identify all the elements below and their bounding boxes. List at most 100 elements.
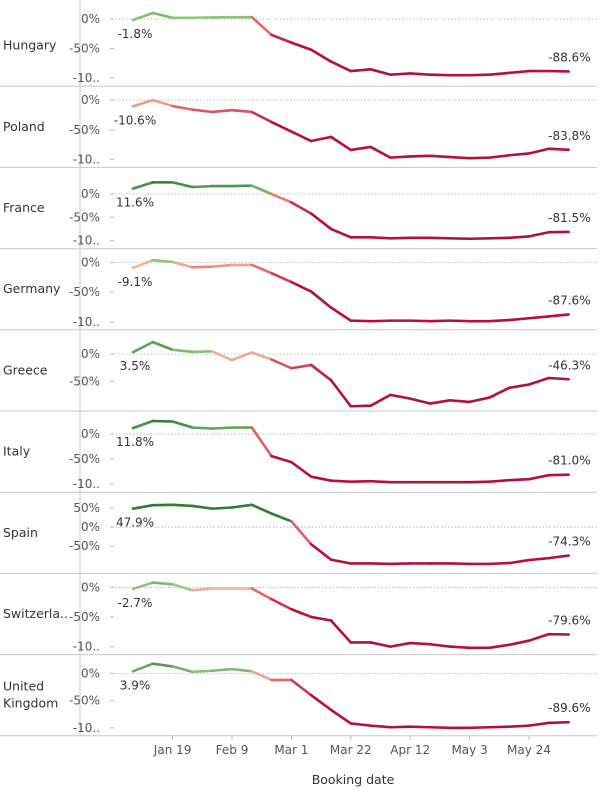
series-segment <box>270 512 293 523</box>
series-segment <box>527 376 551 386</box>
end-value-label: -83.8% <box>548 129 590 143</box>
series-segment <box>270 271 293 284</box>
series-segment <box>270 597 293 611</box>
series-segment <box>488 725 511 729</box>
start-value-label: 3.5% <box>120 359 151 373</box>
series-segment <box>250 263 273 275</box>
series-segment <box>488 386 511 399</box>
row-switzerland: Switzerla.. 0% -50% -10.. -2.7% -79.6% <box>0 580 597 656</box>
series-segment <box>507 558 531 565</box>
series-segment <box>448 155 471 160</box>
y-tick-label: 0% <box>81 580 100 594</box>
y-tick-label: 0% <box>81 187 100 201</box>
series-segment <box>191 265 214 269</box>
series-segment <box>527 721 551 727</box>
series-segment <box>151 258 174 264</box>
row-germany: Germany 0% -50% -10.. -9.1% -87.6% <box>0 256 597 331</box>
series-segment <box>230 503 254 509</box>
series-segment <box>329 135 353 152</box>
series-segment <box>329 558 353 565</box>
row-label: Greece <box>3 362 48 377</box>
series-segment <box>191 669 214 674</box>
series-segment <box>191 587 214 592</box>
series-segment <box>369 236 392 240</box>
series-segment <box>428 398 452 405</box>
y-tick-label: -50% <box>69 539 100 553</box>
series-segment <box>488 71 511 76</box>
y-tick-label: 50% <box>73 501 100 515</box>
series-segment <box>488 153 511 159</box>
series-segment <box>250 503 273 515</box>
series-segment <box>250 184 273 196</box>
start-value-label: -10.6% <box>114 113 156 127</box>
series-segment <box>151 419 174 423</box>
series-segment <box>191 504 214 510</box>
series-segment <box>547 473 570 477</box>
series-segment <box>270 358 293 370</box>
series-segment <box>428 73 452 77</box>
x-tick-label: May 24 <box>507 743 551 757</box>
series-segment <box>329 708 353 725</box>
start-value-label: -9.1% <box>118 275 153 289</box>
end-value-label: -74.3% <box>548 535 590 549</box>
series-segment <box>230 351 254 362</box>
series-segment <box>448 319 471 323</box>
series-segment <box>230 667 254 673</box>
series-segment <box>408 397 432 405</box>
series-segment <box>527 556 551 562</box>
series-segment <box>151 98 174 108</box>
series-segment <box>527 632 551 642</box>
series-segment <box>507 316 531 322</box>
series-segment <box>329 619 353 644</box>
series-segment <box>369 393 392 408</box>
series-segment <box>389 393 412 400</box>
series-segment <box>507 235 531 240</box>
series-segment <box>408 154 432 158</box>
series-segment <box>151 340 174 352</box>
series-segment <box>349 404 372 408</box>
y-tick-label: -50% <box>69 210 100 224</box>
row-label: Kingdom <box>3 696 58 711</box>
series-segment <box>270 33 293 44</box>
series-segment <box>527 230 551 238</box>
series-segment <box>488 643 511 650</box>
y-tick-label: 0% <box>81 427 100 441</box>
series-segment <box>131 181 155 190</box>
series-segment <box>369 641 392 648</box>
series-segment <box>507 477 531 482</box>
row-label: France <box>3 200 45 215</box>
y-tick-label: -50% <box>69 42 100 56</box>
series-segment <box>507 724 531 729</box>
start-value-label: 11.6% <box>116 196 154 210</box>
series-segment <box>290 201 313 215</box>
series-segment <box>290 607 313 619</box>
series-segment <box>428 154 452 159</box>
x-tick-label: Apr 12 <box>390 743 430 757</box>
end-value-label: -46.3% <box>548 358 590 372</box>
series-segment <box>171 104 194 111</box>
series-segment <box>428 642 452 648</box>
series-segment <box>131 503 155 510</box>
end-value-label: -89.6% <box>548 701 590 715</box>
series-segment <box>250 587 273 601</box>
series-segment <box>389 725 412 729</box>
series-segment <box>191 184 214 189</box>
row-label: Hungary <box>3 38 57 53</box>
series-segment <box>191 108 214 114</box>
series-segment <box>250 15 273 37</box>
series-segment <box>171 503 194 508</box>
series-segment <box>349 722 372 727</box>
series-segment <box>210 350 234 362</box>
series-segment <box>448 398 471 404</box>
series-segment <box>369 68 392 76</box>
series-segment <box>349 319 372 323</box>
row-france: France 0% -50% -10.. 11.6% -81.5% <box>0 181 597 250</box>
series-segment <box>389 641 412 648</box>
series-segment <box>171 583 194 592</box>
series-segment <box>309 475 333 482</box>
start-value-label: -2.7% <box>118 596 153 610</box>
series-segment <box>309 363 333 382</box>
row-greece: Greece 0% -50% 3.5% -46.3% <box>0 340 597 412</box>
series-segment <box>309 543 333 561</box>
